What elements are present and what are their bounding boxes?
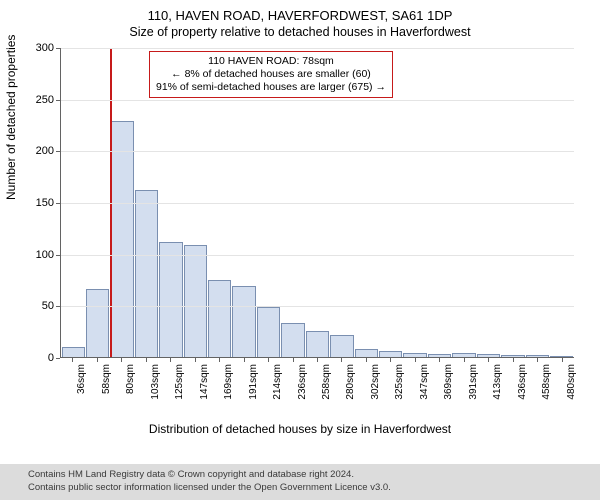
annotation-box: 110 HAVEN ROAD: 78sqm ← 8% of detached h… bbox=[149, 51, 393, 98]
x-tick-label: 169sqm bbox=[223, 364, 234, 400]
histogram-bar bbox=[86, 289, 109, 357]
gridline bbox=[61, 48, 574, 49]
gridline bbox=[61, 151, 574, 152]
x-tick-mark bbox=[170, 358, 171, 362]
y-tick-mark bbox=[56, 203, 60, 204]
annotation-line3: 91% of semi-detached houses are larger (… bbox=[156, 81, 386, 94]
y-tick-mark bbox=[56, 358, 60, 359]
x-tick-mark bbox=[562, 358, 563, 362]
x-tick-label: 413sqm bbox=[492, 364, 503, 400]
y-tick-label: 300 bbox=[14, 42, 54, 54]
x-tick-label: 214sqm bbox=[272, 364, 283, 400]
x-tick-label: 458sqm bbox=[541, 364, 552, 400]
y-tick-label: 100 bbox=[14, 249, 54, 261]
x-tick-label: 258sqm bbox=[321, 364, 332, 400]
x-tick-mark bbox=[268, 358, 269, 362]
histogram-bar bbox=[379, 351, 402, 357]
y-tick-mark bbox=[56, 151, 60, 152]
footer-attribution: Contains HM Land Registry data © Crown c… bbox=[0, 464, 600, 500]
x-tick-mark bbox=[219, 358, 220, 362]
histogram-bar bbox=[452, 353, 475, 357]
y-tick-label: 50 bbox=[14, 300, 54, 312]
footer-line2: Contains public sector information licen… bbox=[28, 482, 590, 494]
x-tick-mark bbox=[244, 358, 245, 362]
x-tick-label: 325sqm bbox=[394, 364, 405, 400]
histogram-bar bbox=[110, 121, 133, 357]
histogram-bar bbox=[208, 280, 231, 358]
histogram-bar bbox=[501, 355, 524, 357]
histogram-chart: Number of detached properties 110 HAVEN … bbox=[0, 40, 600, 440]
x-tick-label: 58sqm bbox=[101, 364, 112, 394]
x-tick-label: 103sqm bbox=[150, 364, 161, 400]
page-title-line1: 110, HAVEN ROAD, HAVERFORDWEST, SA61 1DP bbox=[0, 0, 600, 23]
y-tick-label: 150 bbox=[14, 197, 54, 209]
x-tick-mark bbox=[415, 358, 416, 362]
x-tick-label: 480sqm bbox=[566, 364, 577, 400]
histogram-bar bbox=[330, 335, 353, 357]
histogram-bar bbox=[257, 307, 280, 357]
footer-line1: Contains HM Land Registry data © Crown c… bbox=[28, 469, 590, 481]
histogram-bar bbox=[550, 356, 573, 357]
x-tick-label: 391sqm bbox=[468, 364, 479, 400]
histogram-bar bbox=[232, 286, 255, 357]
gridline bbox=[61, 306, 574, 307]
histogram-bar bbox=[428, 354, 451, 357]
histogram-bar bbox=[526, 355, 549, 357]
annotation-line1: 110 HAVEN ROAD: 78sqm bbox=[156, 55, 386, 68]
y-axis-label: Number of detached properties bbox=[4, 35, 18, 200]
x-tick-label: 80sqm bbox=[125, 364, 136, 394]
histogram-bar bbox=[159, 242, 182, 357]
x-tick-label: 302sqm bbox=[370, 364, 381, 400]
histogram-bar bbox=[355, 349, 378, 357]
x-tick-mark bbox=[317, 358, 318, 362]
x-tick-mark bbox=[293, 358, 294, 362]
x-tick-label: 125sqm bbox=[174, 364, 185, 400]
x-tick-mark bbox=[341, 358, 342, 362]
x-tick-mark bbox=[97, 358, 98, 362]
y-tick-mark bbox=[56, 48, 60, 49]
x-tick-label: 147sqm bbox=[199, 364, 210, 400]
histogram-bar bbox=[281, 323, 304, 357]
x-tick-label: 436sqm bbox=[517, 364, 528, 400]
gridline bbox=[61, 100, 574, 101]
x-tick-mark bbox=[488, 358, 489, 362]
histogram-bar bbox=[403, 353, 426, 357]
x-tick-label: 236sqm bbox=[297, 364, 308, 400]
x-axis-label: Distribution of detached houses by size … bbox=[0, 422, 600, 436]
gridline bbox=[61, 203, 574, 204]
x-tick-mark bbox=[390, 358, 391, 362]
plot-area: 110 HAVEN ROAD: 78sqm ← 8% of detached h… bbox=[60, 48, 574, 358]
histogram-bar bbox=[184, 245, 207, 357]
x-tick-label: 347sqm bbox=[419, 364, 430, 400]
x-tick-mark bbox=[72, 358, 73, 362]
histogram-bar bbox=[62, 347, 85, 357]
y-tick-label: 200 bbox=[14, 145, 54, 157]
y-tick-mark bbox=[56, 306, 60, 307]
x-tick-mark bbox=[439, 358, 440, 362]
gridline bbox=[61, 255, 574, 256]
histogram-bar bbox=[135, 190, 158, 357]
x-tick-label: 369sqm bbox=[443, 364, 454, 400]
x-tick-mark bbox=[146, 358, 147, 362]
y-tick-mark bbox=[56, 100, 60, 101]
y-tick-label: 250 bbox=[14, 94, 54, 106]
x-tick-label: 36sqm bbox=[76, 364, 87, 394]
y-tick-mark bbox=[56, 255, 60, 256]
x-tick-mark bbox=[195, 358, 196, 362]
histogram-bar bbox=[306, 331, 329, 357]
x-tick-mark bbox=[537, 358, 538, 362]
x-tick-mark bbox=[121, 358, 122, 362]
annotation-line2: ← 8% of detached houses are smaller (60) bbox=[156, 68, 386, 81]
x-tick-mark bbox=[366, 358, 367, 362]
x-tick-label: 280sqm bbox=[345, 364, 356, 400]
y-tick-label: 0 bbox=[14, 352, 54, 364]
x-tick-mark bbox=[464, 358, 465, 362]
x-tick-mark bbox=[513, 358, 514, 362]
histogram-bar bbox=[477, 354, 500, 357]
x-tick-label: 191sqm bbox=[248, 364, 259, 400]
